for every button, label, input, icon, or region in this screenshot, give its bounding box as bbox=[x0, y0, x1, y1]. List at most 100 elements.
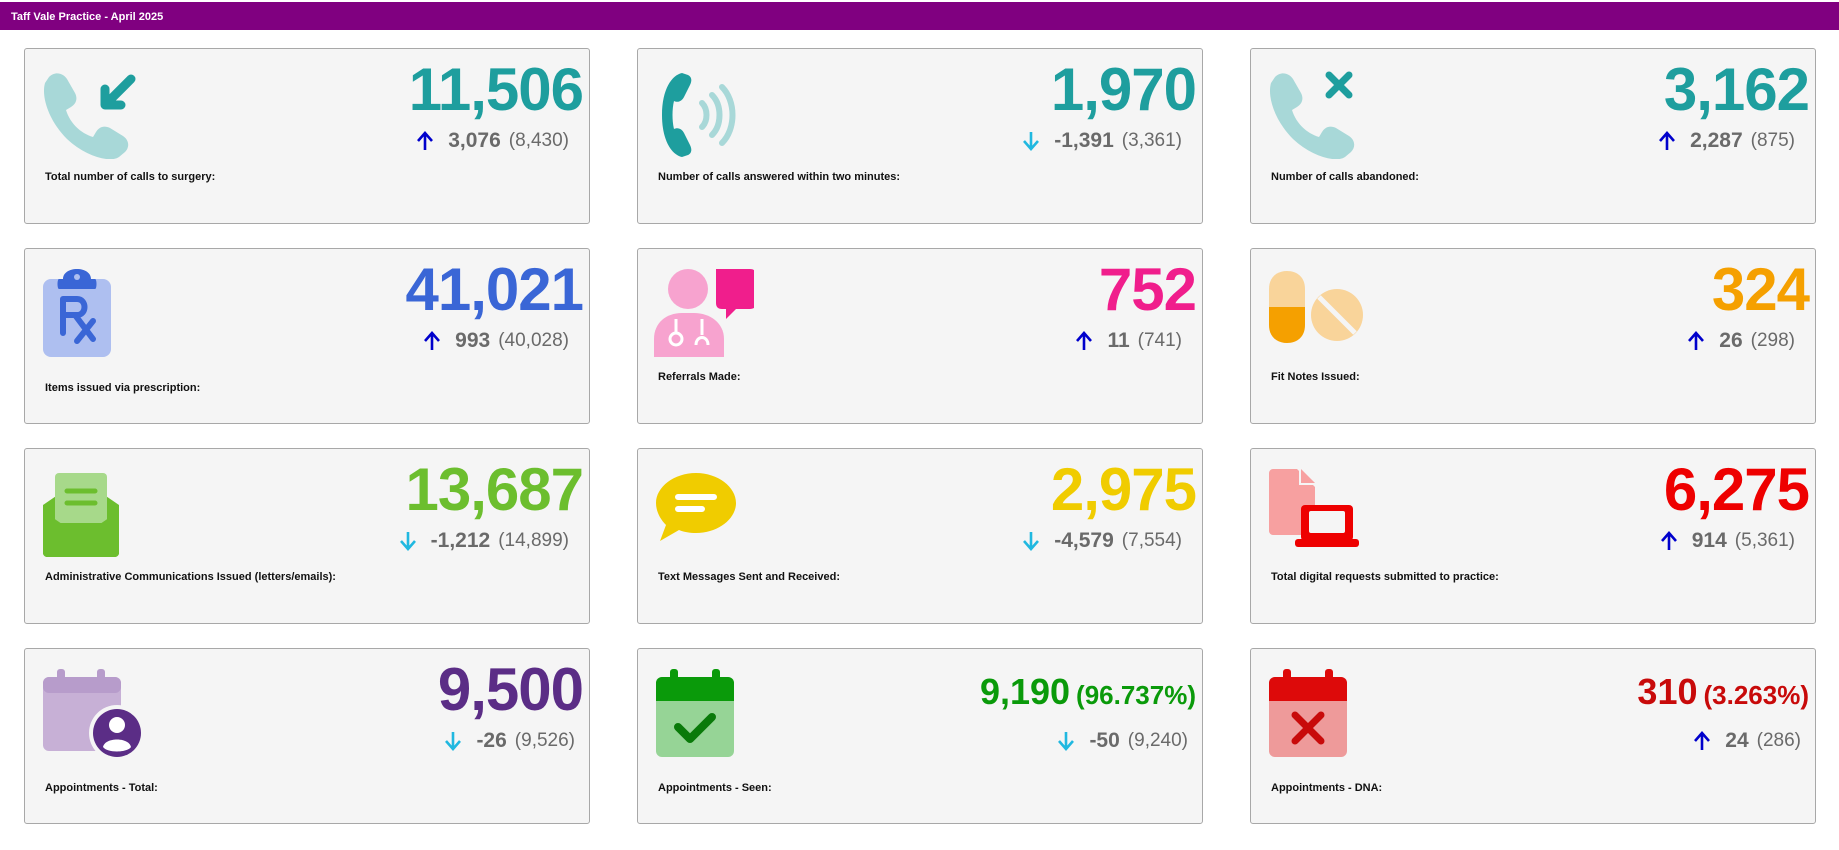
kpi-delta: -50 bbox=[1089, 729, 1119, 753]
kpi-delta: 2,287 bbox=[1690, 129, 1743, 153]
kpi-value-number: 310 bbox=[1637, 671, 1697, 712]
kpi-label: Administrative Communications Issued (le… bbox=[45, 571, 336, 583]
kpi-card-calls-answered: 1,970 -1,391 (3,361) Number of calls ans… bbox=[637, 48, 1203, 224]
kpi-delta: -1,391 bbox=[1054, 129, 1114, 153]
kpi-value: 752 bbox=[1099, 251, 1196, 329]
kpi-card-appointments-dna: 310 (3.263%) 24 (286) Appointments - DNA: bbox=[1250, 648, 1816, 824]
kpi-value: 41,021 bbox=[405, 251, 583, 329]
dashboard-title-bar: Taff Vale Practice - April 2025 bbox=[0, 2, 1839, 30]
kpi-card-fit-notes: 324 26 (298) Fit Notes Issued: bbox=[1250, 248, 1816, 424]
kpi-value-number: 9,190 bbox=[980, 671, 1070, 712]
chat-bubble-icon bbox=[654, 469, 754, 559]
kpi-previous: (9,240) bbox=[1128, 730, 1188, 752]
kpi-value: 3,162 bbox=[1664, 51, 1809, 129]
kpi-change: 11 (741) bbox=[1075, 329, 1182, 353]
kpi-value: 324 bbox=[1712, 251, 1809, 329]
kpi-card-total-calls: 11,506 3,076 (8,430) Total number of cal… bbox=[24, 48, 590, 224]
kpi-value: 310 (3.263%) bbox=[1637, 667, 1809, 720]
kpi-value: 11,506 bbox=[409, 51, 583, 129]
kpi-label: Total number of calls to surgery: bbox=[45, 171, 215, 183]
kpi-previous: (286) bbox=[1757, 730, 1801, 752]
kpi-card-appointments-total: 9,500 -26 (9,526) Appointments - Total: bbox=[24, 648, 590, 824]
arrow-up-icon bbox=[1660, 531, 1678, 551]
kpi-delta: -4,579 bbox=[1054, 529, 1114, 553]
arrow-down-icon bbox=[1022, 131, 1040, 151]
kpi-label: Appointments - DNA: bbox=[1271, 782, 1382, 794]
arrow-up-icon bbox=[1658, 131, 1676, 151]
kpi-change: 993 (40,028) bbox=[423, 329, 569, 353]
kpi-value: 9,500 bbox=[438, 651, 583, 729]
kpi-label: Appointments - Seen: bbox=[658, 782, 772, 794]
kpi-label: Number of calls abandoned: bbox=[1271, 171, 1419, 183]
arrow-down-icon bbox=[1057, 731, 1075, 751]
kpi-previous: (7,554) bbox=[1122, 530, 1182, 552]
arrow-up-icon bbox=[1687, 331, 1705, 351]
pills-icon bbox=[1267, 269, 1367, 359]
kpi-change: 3,076 (8,430) bbox=[416, 129, 569, 153]
kpi-card-digital-requests: 6,275 914 (5,361) Total digital requests… bbox=[1250, 448, 1816, 624]
phone-missed-icon bbox=[1267, 69, 1367, 159]
kpi-card-text-messages: 2,975 -4,579 (7,554) Text Messages Sent … bbox=[637, 448, 1203, 624]
kpi-previous: (9,526) bbox=[515, 730, 575, 752]
kpi-previous: (8,430) bbox=[509, 130, 569, 152]
kpi-value: 6,275 bbox=[1664, 451, 1809, 529]
open-envelope-icon bbox=[41, 469, 141, 559]
kpi-delta: 914 bbox=[1692, 529, 1727, 553]
kpi-card-prescriptions: 41,021 993 (40,028) Items issued via pre… bbox=[24, 248, 590, 424]
kpi-change: -1,212 (14,899) bbox=[399, 529, 569, 553]
kpi-delta: 24 bbox=[1725, 729, 1748, 753]
kpi-delta: 26 bbox=[1719, 329, 1742, 353]
kpi-change: 2,287 (875) bbox=[1658, 129, 1795, 153]
arrow-up-icon bbox=[416, 131, 434, 151]
arrow-up-icon bbox=[1075, 331, 1093, 351]
kpi-delta: 993 bbox=[455, 329, 490, 353]
kpi-value: 9,190 (96.737%) bbox=[980, 667, 1196, 720]
calendar-check-icon bbox=[654, 669, 754, 759]
kpi-change: 26 (298) bbox=[1687, 329, 1795, 353]
kpi-card-admin-comms: 13,687 -1,212 (14,899) Administrative Co… bbox=[24, 448, 590, 624]
kpi-card-referrals: 752 11 (741) Referrals Made: bbox=[637, 248, 1203, 424]
kpi-label: Referrals Made: bbox=[658, 371, 741, 383]
kpi-change: 914 (5,361) bbox=[1660, 529, 1795, 553]
kpi-change: -1,391 (3,361) bbox=[1022, 129, 1182, 153]
arrow-down-icon bbox=[1022, 531, 1040, 551]
kpi-previous: (3,361) bbox=[1122, 130, 1182, 152]
kpi-previous: (298) bbox=[1751, 330, 1795, 352]
kpi-label: Fit Notes Issued: bbox=[1271, 371, 1360, 383]
kpi-label: Number of calls answered within two minu… bbox=[658, 171, 900, 183]
phone-incoming-icon bbox=[41, 69, 141, 159]
kpi-change: -50 (9,240) bbox=[1057, 729, 1188, 753]
kpi-previous: (875) bbox=[1751, 130, 1795, 152]
kpi-label: Appointments - Total: bbox=[45, 782, 158, 794]
arrow-down-icon bbox=[444, 731, 462, 751]
phone-ringing-icon bbox=[654, 69, 754, 159]
kpi-value: 1,970 bbox=[1051, 51, 1196, 129]
arrow-down-icon bbox=[399, 531, 417, 551]
dashboard-title: Taff Vale Practice - April 2025 bbox=[11, 11, 163, 23]
kpi-delta: 11 bbox=[1107, 329, 1129, 353]
kpi-delta: -26 bbox=[476, 729, 506, 753]
kpi-label: Items issued via prescription: bbox=[45, 382, 200, 394]
laptop-document-icon bbox=[1267, 469, 1367, 559]
kpi-label: Text Messages Sent and Received: bbox=[658, 571, 840, 583]
kpi-percent: (96.737%) bbox=[1076, 680, 1196, 710]
doctor-speech-icon bbox=[654, 269, 754, 359]
kpi-label: Total digital requests submitted to prac… bbox=[1271, 571, 1499, 583]
kpi-previous: (5,361) bbox=[1735, 530, 1795, 552]
calendar-user-icon bbox=[41, 669, 141, 759]
kpi-previous: (40,028) bbox=[498, 330, 569, 352]
kpi-delta: 3,076 bbox=[448, 129, 501, 153]
kpi-change: -4,579 (7,554) bbox=[1022, 529, 1182, 553]
arrow-up-icon bbox=[423, 331, 441, 351]
prescription-clipboard-icon bbox=[41, 269, 141, 359]
kpi-delta: -1,212 bbox=[431, 529, 491, 553]
kpi-card-calls-abandoned: 3,162 2,287 (875) Number of calls abando… bbox=[1250, 48, 1816, 224]
kpi-value: 13,687 bbox=[405, 451, 583, 529]
kpi-value: 2,975 bbox=[1051, 451, 1196, 529]
kpi-previous: (14,899) bbox=[498, 530, 569, 552]
kpi-card-appointments-seen: 9,190 (96.737%) -50 (9,240) Appointments … bbox=[637, 648, 1203, 824]
arrow-up-icon bbox=[1693, 731, 1711, 751]
kpi-change: -26 (9,526) bbox=[444, 729, 575, 753]
kpi-percent: (3.263%) bbox=[1704, 680, 1810, 710]
kpi-change: 24 (286) bbox=[1693, 729, 1801, 753]
